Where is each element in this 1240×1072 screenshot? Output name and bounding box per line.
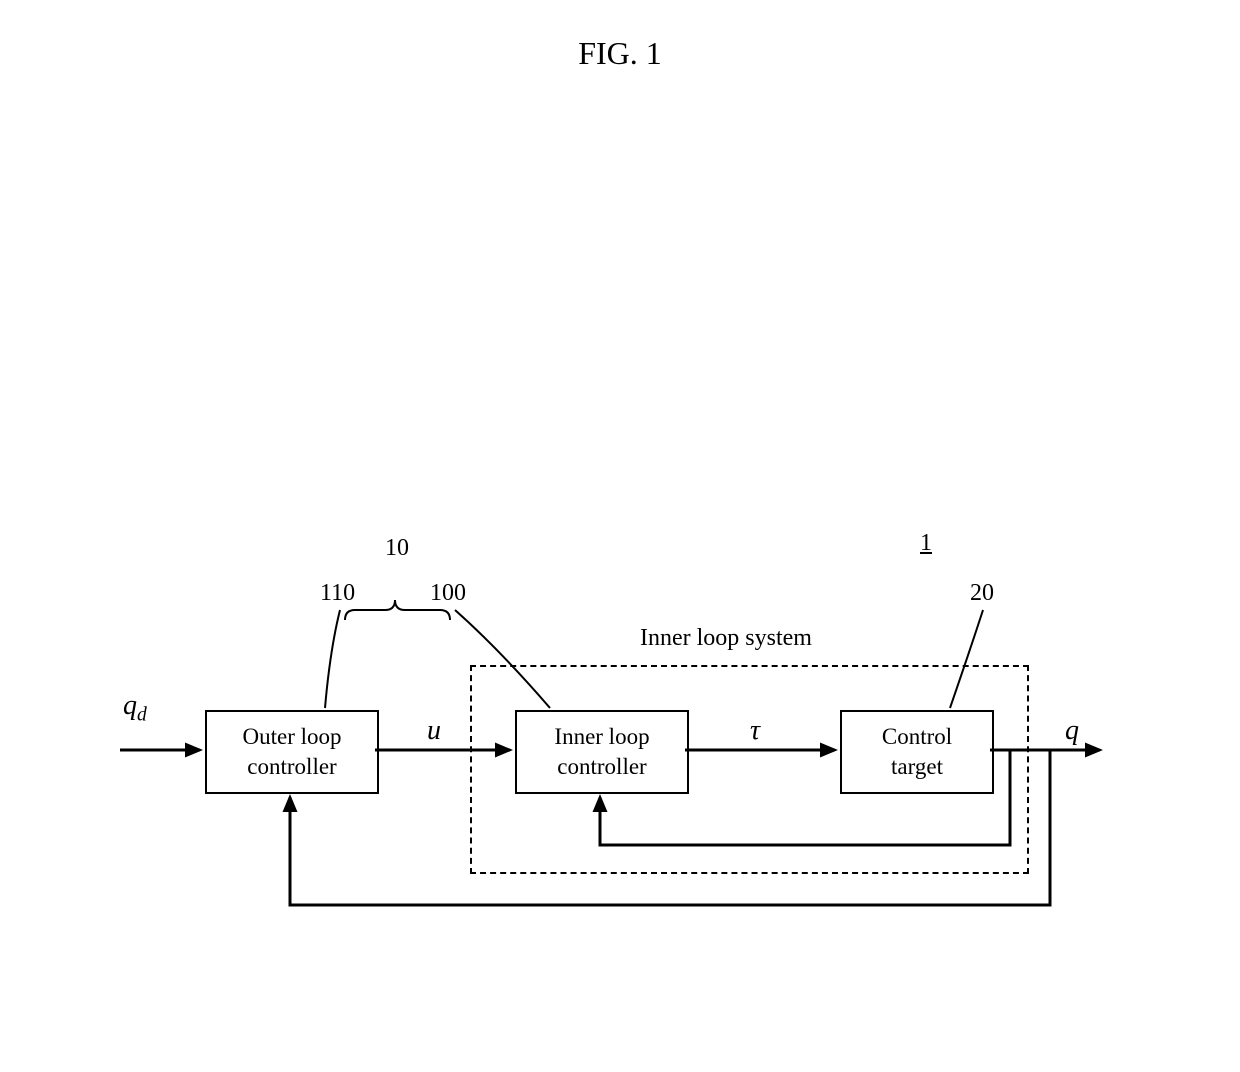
diagram-connectors: [100, 560, 1150, 960]
bracket-10: [345, 600, 450, 620]
ref-10-label: 10: [385, 535, 409, 562]
leader-110: [325, 610, 340, 708]
figure-title: FIG. 1: [578, 35, 662, 72]
outer-feedback-line: [290, 750, 1050, 905]
leader-100: [455, 610, 550, 708]
inner-feedback-line: [600, 750, 1010, 845]
ref-system-label: 1: [920, 530, 932, 557]
leader-20: [950, 610, 983, 708]
block-diagram: Outer loop controller Inner loop control…: [100, 560, 1150, 960]
